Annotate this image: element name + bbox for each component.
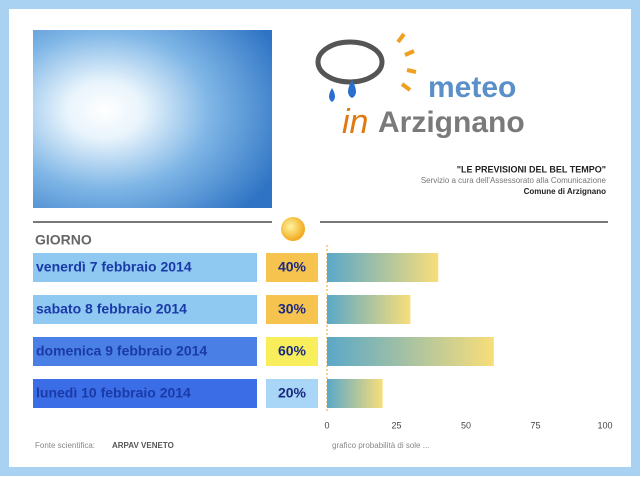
logo-top: meteo	[428, 71, 516, 104]
value-label: 30%	[278, 301, 307, 317]
value-box	[266, 379, 318, 408]
category-box	[33, 379, 257, 408]
source-label: Fonte scientifica:	[35, 441, 95, 450]
category-label: lunedì 10 febbraio 2014	[36, 385, 191, 401]
bar	[327, 379, 383, 408]
value-label: 40%	[278, 259, 307, 275]
service: Servizio a cura dell'Assessorato alla Co…	[421, 176, 607, 185]
column-title: GIORNO	[35, 232, 92, 248]
logo-cloud	[315, 32, 417, 102]
logo-in: in	[342, 103, 368, 141]
caption: grafico probabilità di sole ...	[332, 441, 429, 450]
tagline: "LE PREVISIONI DEL BEL TEMPO"	[457, 164, 606, 174]
bar	[327, 253, 439, 282]
value-box	[266, 337, 318, 366]
category-box	[33, 253, 257, 282]
x-tick-label: 0	[324, 420, 329, 430]
comune: Comune di Arzignano	[524, 187, 606, 196]
category-label: sabato 8 febbraio 2014	[36, 301, 187, 317]
category-box	[33, 295, 257, 324]
bar	[327, 337, 494, 366]
value-label: 20%	[278, 385, 307, 401]
x-tick-label: 50	[461, 420, 471, 430]
sky-photo	[33, 30, 272, 208]
bar	[327, 295, 411, 324]
sun-icon	[281, 217, 305, 241]
category-label: venerdì 7 febbraio 2014	[36, 259, 192, 275]
value-label: 60%	[278, 343, 307, 359]
logo-bottom: Arzignano	[378, 106, 525, 139]
x-tick-label: 75	[530, 420, 540, 430]
value-box	[266, 253, 318, 282]
value-box	[266, 295, 318, 324]
x-tick-label: 100	[597, 420, 612, 430]
source: ARPAV VENETO	[112, 441, 174, 450]
x-tick-label: 25	[391, 420, 401, 430]
category-label: domenica 9 febbraio 2014	[36, 343, 207, 359]
category-box	[33, 337, 257, 366]
